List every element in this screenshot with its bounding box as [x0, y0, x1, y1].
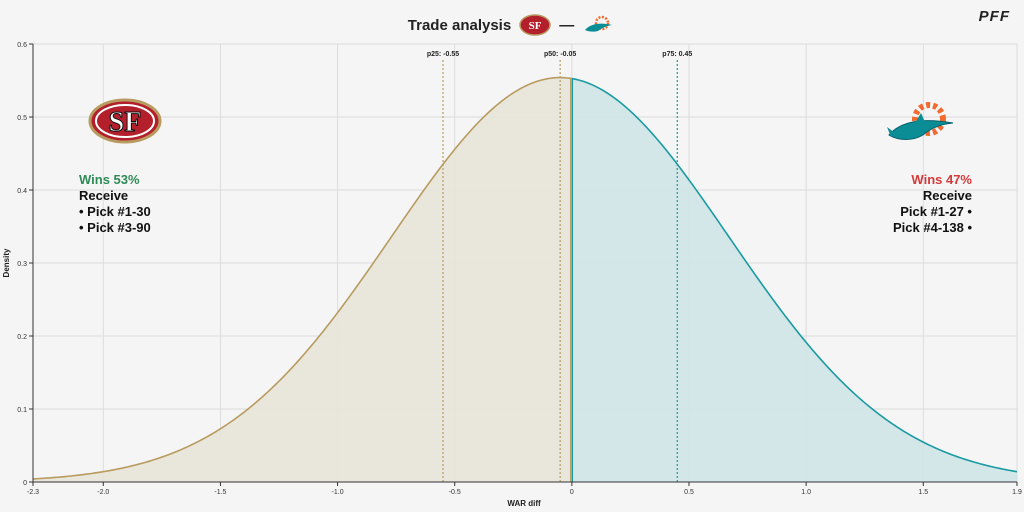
- pff-brand-logo: PFF: [978, 8, 1010, 25]
- y-tick-label: 0.1: [17, 407, 27, 414]
- area-left: [33, 77, 572, 482]
- x-tick-label: 1.5: [918, 489, 928, 496]
- percentile-label: p25: -0.55: [427, 51, 459, 58]
- dolphins-logo-icon: [585, 15, 613, 32]
- y-tick-label: 0.3: [17, 261, 27, 268]
- x-tick-label: -2.0: [97, 489, 109, 496]
- dolphins-logo-icon: [887, 102, 954, 140]
- pick-left-1: • Pick #1-30: [79, 204, 151, 219]
- x-tick-label: 1.9: [1012, 489, 1022, 496]
- 49ers-logo-icon: SF: [88, 98, 162, 144]
- y-tick-label: 0.4: [17, 188, 27, 195]
- pick-right-1: Pick #1-27 •: [900, 204, 972, 219]
- curve-left: [32, 76, 572, 480]
- 49ers-logo-icon: SF: [519, 14, 551, 36]
- percentile-lines: p25: -0.55 p50: -0.05 p75: 0.45: [427, 51, 692, 482]
- y-axis-label: Density: [2, 248, 11, 277]
- team-panel-left: Wins 53% Receive • Pick #1-30 • Pick #3-…: [79, 172, 151, 236]
- y-tick-label: 0: [23, 480, 27, 487]
- x-tick-label: 0: [570, 489, 574, 496]
- x-tick-label: -1.5: [214, 489, 226, 496]
- x-tick-label: -0.5: [449, 489, 461, 496]
- pick-left-2: • Pick #3-90: [79, 220, 151, 235]
- chart-axes: -2.3 -2.0 -1.5 -1.0 -0.5 0 0.5 1.0 1.5 1.9 0 0.1 0.2…: [17, 42, 1022, 496]
- wins-left: Wins 53%: [79, 172, 140, 187]
- y-tick-label: 0.5: [17, 115, 27, 122]
- y-tick-label: 0.6: [17, 42, 27, 49]
- x-tick-label: -2.3: [27, 489, 39, 496]
- chart-title: Trade analysis: [407, 16, 512, 34]
- pick-right-2: Pick #4-138 •: [893, 220, 972, 235]
- chart-areas: [32, 76, 1018, 483]
- curve-right: [571, 77, 1018, 473]
- team-panel-right: Wins 47% Receive Pick #1-27 • Pick #4-13…: [893, 172, 972, 236]
- receive-right: Receive: [922, 188, 972, 203]
- x-tick-label: 0.5: [684, 489, 694, 496]
- svg-text:SF: SF: [529, 20, 542, 32]
- percentile-label: p75: 0.45: [662, 51, 692, 58]
- wins-right: Wins 47%: [911, 172, 972, 187]
- y-tick-label: 0.2: [17, 334, 27, 341]
- percentile-label: p50: -0.05: [544, 51, 576, 58]
- svg-text:SF: SF: [109, 107, 142, 138]
- receive-left: Receive: [79, 188, 129, 203]
- title-bar: Trade analysis SF —: [0, 14, 1024, 36]
- area-right: [571, 78, 1017, 483]
- x-tick-label: -1.0: [332, 489, 344, 496]
- x-axis-label: WAR diff: [507, 499, 541, 508]
- title-separator: —: [559, 16, 575, 34]
- x-tick-label: 1.0: [801, 489, 811, 496]
